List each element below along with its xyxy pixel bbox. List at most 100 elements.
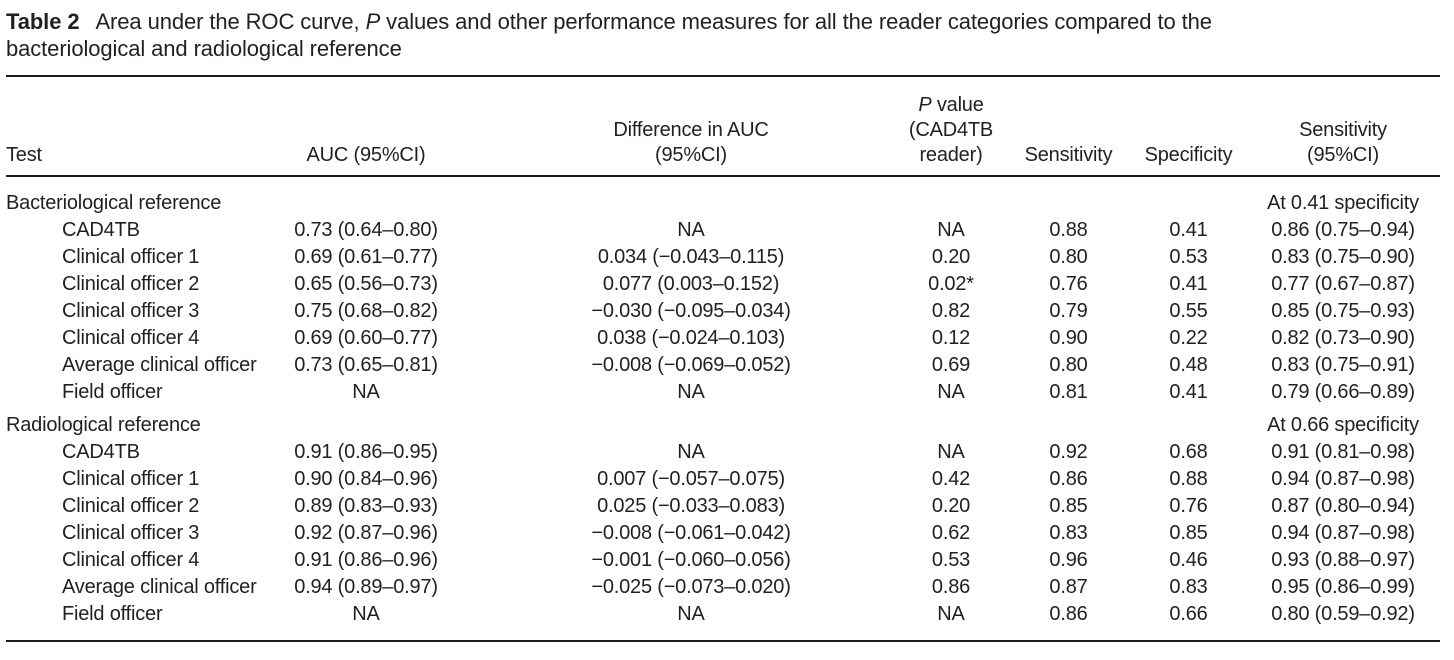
empty-cell: [896, 406, 1006, 439]
col-header-sensitivity: Sensitivity: [1006, 76, 1131, 177]
cell-auc: NA: [352, 381, 380, 403]
cell-pvalue: 0.20: [931, 246, 971, 268]
table-row: Average clinical officer 0.73 (0.65–0.81)…: [6, 352, 1440, 379]
cell-test: Clinical officer 4: [62, 327, 200, 349]
cell-sensitivity-ci: 0.87 (0.80–0.94): [1271, 495, 1415, 517]
cell-test: Clinical officer 4: [62, 549, 200, 571]
table-caption: Table 2 Area under the ROC curve, P value…: [6, 8, 1448, 62]
pvalue-line1-rest: value: [931, 94, 984, 116]
cell-pvalue: 0.82: [931, 300, 971, 322]
cell-test: CAD4TB: [62, 441, 140, 463]
cell-sensitivity: 0.83: [1049, 522, 1088, 544]
cell-test: Clinical officer 2: [62, 495, 200, 517]
cell-sensitivity: 0.80: [1049, 246, 1088, 268]
empty-cell: [896, 176, 1006, 217]
section-specificity-note: At 0.41 specificity: [1267, 192, 1419, 214]
cell-sensitivity: 0.90: [1049, 327, 1088, 349]
cell-pvalue: 0.02*: [928, 273, 974, 295]
cell-auc: 0.69 (0.60–0.77): [294, 327, 438, 349]
cell-pvalue: NA: [937, 441, 965, 463]
table-row: Clinical officer 3 0.92 (0.87–0.96) −0.008…: [6, 520, 1440, 547]
cell-difference: −0.025 (−0.073–0.020): [591, 576, 791, 598]
cell-sensitivity: 0.88: [1049, 219, 1088, 241]
table-body: Bacteriological reference At 0.41 specifi…: [6, 176, 1440, 641]
cell-sensitivity: 0.79: [1049, 300, 1088, 322]
table-row: CAD4TB 0.91 (0.86–0.95) NA NA 0.92 0.68 0.91 (…: [6, 439, 1440, 466]
empty-cell: [1006, 406, 1131, 439]
cell-specificity: 0.48: [1169, 354, 1208, 376]
cell-difference: NA: [677, 603, 705, 625]
table-header: Test AUC (95%CI) Difference in AUC (95%C…: [6, 76, 1440, 177]
cell-pvalue: 0.42: [931, 468, 971, 490]
cell-specificity: 0.55: [1169, 300, 1208, 322]
cell-sensitivity-ci: 0.83 (0.75–0.91): [1271, 354, 1415, 376]
section-header-row: Radiological reference At 0.66 specificit…: [6, 406, 1440, 439]
table-row: Clinical officer 4 0.91 (0.86–0.96) −0.001…: [6, 547, 1440, 574]
caption-italic-p: P: [365, 9, 381, 34]
cell-test: Average clinical officer: [62, 354, 257, 376]
col-header-sensitivity-ci-line1: Sensitivity: [1299, 119, 1387, 141]
cell-test: Clinical officer 3: [62, 522, 200, 544]
empty-cell: [246, 176, 486, 217]
table-row: Clinical officer 2 0.89 (0.83–0.93) 0.025 …: [6, 493, 1440, 520]
cell-auc: 0.73 (0.65–0.81): [294, 354, 438, 376]
cell-sensitivity-ci: 0.94 (0.87–0.98): [1271, 522, 1415, 544]
cell-sensitivity: 0.76: [1049, 273, 1088, 295]
table-row: Clinical officer 1 0.69 (0.61–0.77) 0.034 …: [6, 244, 1440, 271]
cell-sensitivity: 0.96: [1049, 549, 1088, 571]
cell-difference: −0.008 (−0.061–0.042): [591, 522, 791, 544]
cell-auc: 0.92 (0.87–0.96): [294, 522, 438, 544]
caption-text-before: Area under the ROC curve,: [95, 9, 366, 34]
cell-specificity: 0.76: [1169, 495, 1208, 517]
cell-specificity: 0.41: [1169, 219, 1208, 241]
cell-specificity: 0.83: [1169, 576, 1208, 598]
cell-pvalue: NA: [937, 219, 965, 241]
empty-cell: [246, 406, 486, 439]
cell-difference: NA: [677, 381, 705, 403]
empty-cell: [1131, 176, 1246, 217]
cell-specificity: 0.66: [1169, 603, 1208, 625]
cell-auc: 0.89 (0.83–0.93): [294, 495, 438, 517]
cell-sensitivity-ci: 0.91 (0.81–0.98): [1271, 441, 1415, 463]
paper-table-figure: Table 2 Area under the ROC curve, P value…: [6, 8, 1448, 642]
cell-difference: −0.030 (−0.095–0.034): [591, 300, 791, 322]
col-header-pvalue-line2: (CAD4TB: [908, 119, 994, 141]
cell-sensitivity: 0.80: [1049, 354, 1088, 376]
caption-text-line2: bacteriological and radiological referen…: [6, 36, 402, 61]
table-row: Clinical officer 1 0.90 (0.84–0.96) 0.007 …: [6, 466, 1440, 493]
cell-sensitivity-ci: 0.82 (0.73–0.90): [1271, 327, 1415, 349]
cell-specificity: 0.46: [1169, 549, 1208, 571]
cell-test: Clinical officer 2: [62, 273, 200, 295]
table-row: Clinical officer 4 0.69 (0.60–0.77) 0.038 …: [6, 325, 1440, 352]
cell-specificity: 0.85: [1169, 522, 1208, 544]
col-header-pvalue-line3: reader): [919, 144, 983, 166]
caption-text-after: values and other performance measures fo…: [380, 9, 1212, 34]
cell-test: Average clinical officer: [62, 576, 257, 598]
cell-pvalue: 0.69: [931, 354, 971, 376]
cell-sensitivity: 0.86: [1049, 603, 1088, 625]
col-header-difference-line1: Difference in AUC: [613, 119, 769, 141]
table-row: Clinical officer 3 0.75 (0.68–0.82) −0.030…: [6, 298, 1440, 325]
cell-specificity: 0.22: [1169, 327, 1208, 349]
cell-difference: 0.034 (−0.043–0.115): [597, 246, 785, 268]
table-row: Clinical officer 2 0.65 (0.56–0.73) 0.077 …: [6, 271, 1440, 298]
section-specificity-note: At 0.66 specificity: [1267, 414, 1419, 436]
cell-sensitivity-ci: 0.80 (0.59–0.92): [1271, 603, 1415, 625]
cell-pvalue: 0.62: [931, 522, 971, 544]
cell-difference: NA: [677, 219, 705, 241]
cell-pvalue: NA: [937, 381, 965, 403]
cell-sensitivity: 0.92: [1049, 441, 1088, 463]
cell-sensitivity-ci: 0.79 (0.66–0.89): [1271, 381, 1415, 403]
cell-pvalue: 0.53: [931, 549, 971, 571]
cell-auc: 0.65 (0.56–0.73): [294, 273, 438, 295]
cell-specificity: 0.53: [1169, 246, 1208, 268]
cell-pvalue: 0.12: [931, 327, 971, 349]
empty-cell: [486, 406, 896, 439]
table-row: Field officer NA NA NA 0.86 0.66 0.80 (0.59–0.…: [6, 601, 1440, 641]
cell-difference: −0.001 (−0.060–0.056): [591, 549, 791, 571]
cell-test: Clinical officer 1: [62, 468, 200, 490]
cell-sensitivity: 0.86: [1049, 468, 1088, 490]
cell-sensitivity: 0.85: [1049, 495, 1088, 517]
pvalue-italic-p: P: [918, 94, 932, 116]
section-label: Radiological reference: [6, 414, 201, 436]
